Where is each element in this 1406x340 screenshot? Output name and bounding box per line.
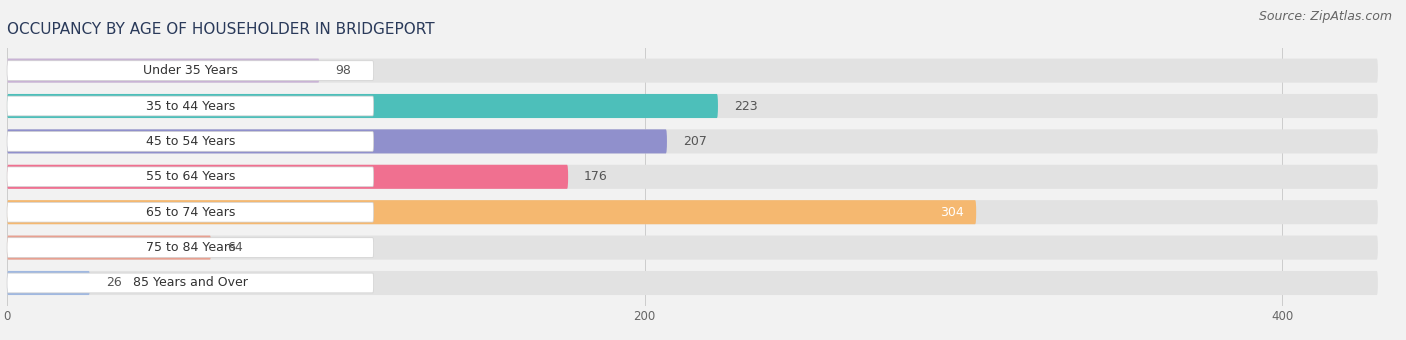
Text: 64: 64 — [226, 241, 243, 254]
FancyBboxPatch shape — [7, 200, 1378, 224]
Text: 223: 223 — [734, 100, 758, 113]
Text: 55 to 64 Years: 55 to 64 Years — [146, 170, 235, 183]
Text: 176: 176 — [583, 170, 607, 183]
FancyBboxPatch shape — [7, 94, 718, 118]
FancyBboxPatch shape — [7, 238, 374, 257]
FancyBboxPatch shape — [7, 271, 1378, 295]
FancyBboxPatch shape — [7, 94, 1378, 118]
FancyBboxPatch shape — [7, 271, 90, 295]
Text: 304: 304 — [939, 206, 963, 219]
Text: 207: 207 — [683, 135, 707, 148]
Text: Under 35 Years: Under 35 Years — [143, 64, 238, 77]
FancyBboxPatch shape — [7, 165, 568, 189]
Text: 45 to 54 Years: 45 to 54 Years — [146, 135, 235, 148]
Text: 75 to 84 Years: 75 to 84 Years — [146, 241, 235, 254]
FancyBboxPatch shape — [7, 61, 374, 81]
Text: 65 to 74 Years: 65 to 74 Years — [146, 206, 235, 219]
FancyBboxPatch shape — [7, 129, 1378, 153]
FancyBboxPatch shape — [7, 167, 374, 187]
FancyBboxPatch shape — [7, 202, 374, 222]
FancyBboxPatch shape — [7, 132, 374, 151]
FancyBboxPatch shape — [7, 165, 1378, 189]
FancyBboxPatch shape — [7, 236, 211, 260]
FancyBboxPatch shape — [7, 200, 976, 224]
FancyBboxPatch shape — [7, 58, 1378, 83]
FancyBboxPatch shape — [7, 129, 666, 153]
Text: 98: 98 — [336, 64, 352, 77]
FancyBboxPatch shape — [7, 273, 374, 293]
FancyBboxPatch shape — [7, 236, 1378, 260]
FancyBboxPatch shape — [7, 96, 374, 116]
Text: 85 Years and Over: 85 Years and Over — [134, 276, 247, 289]
Text: OCCUPANCY BY AGE OF HOUSEHOLDER IN BRIDGEPORT: OCCUPANCY BY AGE OF HOUSEHOLDER IN BRIDG… — [7, 22, 434, 37]
FancyBboxPatch shape — [7, 58, 319, 83]
Text: 26: 26 — [105, 276, 121, 289]
Text: 35 to 44 Years: 35 to 44 Years — [146, 100, 235, 113]
Text: Source: ZipAtlas.com: Source: ZipAtlas.com — [1258, 10, 1392, 23]
